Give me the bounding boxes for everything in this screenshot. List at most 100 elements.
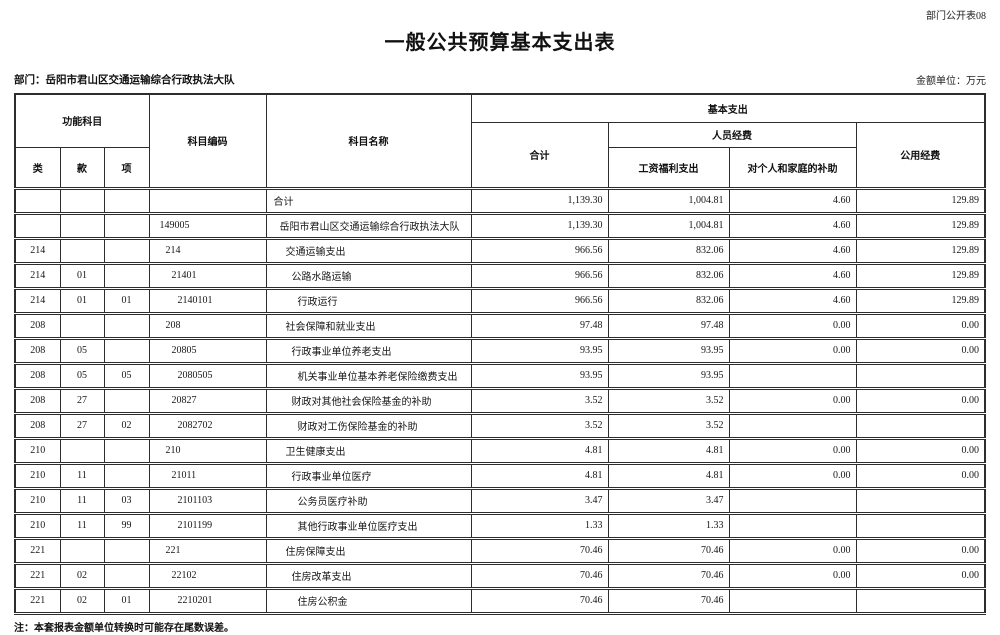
header-subject-code: 科目编码 xyxy=(148,93,267,190)
cell-wage-welfare: 4.81 xyxy=(607,437,730,465)
cell-wage-welfare: 832.06 xyxy=(607,262,730,290)
header-row-1: 功能科目 科目编码 科目名称 基本支出 xyxy=(14,93,986,190)
cell-class: 208 xyxy=(14,312,61,340)
cell-item: 05 xyxy=(103,362,150,390)
cell-family-subsidy: 4.60 xyxy=(728,212,857,240)
cell-wage-welfare: 3.52 xyxy=(607,412,730,440)
table-row: 208 05 05 2080505 机关事业单位基本养老保险缴费支出 93.95 93.95 xyxy=(14,362,986,390)
cell-section: 02 xyxy=(59,587,105,615)
cell-public-funds: 129.89 xyxy=(855,187,986,215)
cell-item: 01 xyxy=(103,587,150,615)
cell-total: 70.46 xyxy=(470,587,609,615)
cell-total: 966.56 xyxy=(470,237,609,265)
cell-total: 3.52 xyxy=(470,387,609,415)
cell-family-subsidy: 0.00 xyxy=(728,337,857,365)
cell-subject-code: 214 xyxy=(148,237,267,265)
cell-subject-code: 210 xyxy=(148,437,267,465)
cell-public-funds xyxy=(855,587,986,615)
cell-family-subsidy xyxy=(728,362,857,390)
doc-code-label: 部门公开表08 xyxy=(926,11,986,22)
cell-item: 99 xyxy=(103,512,150,540)
cell-wage-welfare: 4.81 xyxy=(607,462,730,490)
cell-public-funds: 129.89 xyxy=(855,287,986,315)
header-item: 项 xyxy=(103,146,150,190)
cell-public-funds: 0.00 xyxy=(855,562,986,590)
cell-wage-welfare: 3.47 xyxy=(607,487,730,515)
cell-family-subsidy: 4.60 xyxy=(728,237,857,265)
table-row: 221 02 01 2210201 住房公积金 70.46 70.46 xyxy=(14,587,986,615)
page-title: 一般公共预算基本支出表 xyxy=(384,32,616,54)
cell-public-funds: 0.00 xyxy=(855,337,986,365)
cell-subject-code: 2140101 xyxy=(148,287,267,315)
cell-subject-code: 21401 xyxy=(148,262,267,290)
cell-class: 210 xyxy=(14,512,61,540)
cell-family-subsidy xyxy=(728,487,857,515)
cell-wage-welfare: 1.33 xyxy=(607,512,730,540)
table-row: 208 27 20827 财政对其他社会保险基金的补助 3.52 3.52 0.00 0.00 xyxy=(14,387,986,415)
table-row: 214 01 21401 公路水路运输 966.56 832.06 4.60 129.89 xyxy=(14,262,986,290)
cell-item xyxy=(103,462,150,490)
table-row: 149005 岳阳市君山区交通运输综合行政执法大队 1,139.30 1,004.81… xyxy=(14,212,986,240)
cell-wage-welfare: 93.95 xyxy=(607,337,730,365)
cell-total: 1,139.30 xyxy=(470,212,609,240)
cell-subject-name: 其他行政事业单位医疗支出 xyxy=(265,512,472,540)
cell-section: 01 xyxy=(59,287,105,315)
cell-wage-welfare: 1,004.81 xyxy=(607,187,730,215)
cell-public-funds: 0.00 xyxy=(855,537,986,565)
cell-item xyxy=(103,187,150,215)
table-row: 210 11 21011 行政事业单位医疗 4.81 4.81 0.00 0.00 xyxy=(14,462,986,490)
table-row: 208 27 02 2082702 财政对工伤保险基金的补助 3.52 3.52 xyxy=(14,412,986,440)
cell-total: 93.95 xyxy=(470,337,609,365)
header-public-funds: 公用经费 xyxy=(855,121,986,190)
cell-subject-code: 21011 xyxy=(148,462,267,490)
header-section: 款 xyxy=(59,146,105,190)
cell-section xyxy=(59,237,105,265)
cell-item xyxy=(103,537,150,565)
cell-section xyxy=(59,187,105,215)
cell-item xyxy=(103,262,150,290)
cell-public-funds: 0.00 xyxy=(855,387,986,415)
cell-section xyxy=(59,537,105,565)
cell-section xyxy=(59,212,105,240)
cell-subject-code: 20805 xyxy=(148,337,267,365)
cell-subject-code: 2080505 xyxy=(148,362,267,390)
cell-subject-name: 财政对其他社会保险基金的补助 xyxy=(265,387,472,415)
header-row-3: 类 款 项 工资福利支出 对个人和家庭的补助 xyxy=(14,146,985,190)
cell-family-subsidy: 0.00 xyxy=(728,437,857,465)
cell-subject-code: 22102 xyxy=(148,562,267,590)
cell-subject-name: 社会保障和就业支出 xyxy=(265,312,472,340)
footnote: 注：本套报表金额单位转换时可能存在尾数误差。 xyxy=(14,622,234,634)
cell-subject-code xyxy=(148,187,267,215)
budget-table: 功能科目 科目编码 科目名称 基本支出 合计 人员经费 公用经费 类 款 项 工… xyxy=(14,93,987,615)
cell-class: 208 xyxy=(14,387,61,415)
cell-subject-name: 行政运行 xyxy=(265,287,472,315)
cell-total: 966.56 xyxy=(470,287,609,315)
cell-wage-welfare: 832.06 xyxy=(607,237,730,265)
cell-subject-name: 财政对工伤保险基金的补助 xyxy=(265,412,472,440)
cell-subject-name: 行政事业单位医疗 xyxy=(265,462,472,490)
cell-section xyxy=(59,437,105,465)
cell-total: 966.56 xyxy=(470,262,609,290)
cell-total: 4.81 xyxy=(470,462,609,490)
cell-class: 210 xyxy=(14,487,61,515)
header-family-subsidy: 对个人和家庭的补助 xyxy=(728,146,857,190)
cell-public-funds: 0.00 xyxy=(855,312,986,340)
cell-subject-code: 149005 xyxy=(148,212,267,240)
cell-family-subsidy: 0.00 xyxy=(728,537,857,565)
cell-family-subsidy: 0.00 xyxy=(728,462,857,490)
cell-family-subsidy xyxy=(728,512,857,540)
budget-table-body: 合计 1,139.30 1,004.81 4.60 129.89 149005 岳阳市君山区… xyxy=(14,187,986,615)
cell-subject-name: 岳阳市君山区交通运输综合行政执法大队 xyxy=(265,212,472,240)
cell-subject-code: 2082702 xyxy=(148,412,267,440)
header-class: 类 xyxy=(14,146,61,190)
cell-class: 210 xyxy=(14,437,61,465)
cell-total: 4.81 xyxy=(470,437,609,465)
cell-total: 93.95 xyxy=(470,362,609,390)
cell-class: 221 xyxy=(14,537,61,565)
cell-section: 11 xyxy=(59,487,105,515)
header-subject-name: 科目名称 xyxy=(265,93,472,190)
cell-subject-name: 合计 xyxy=(265,187,472,215)
cell-section: 27 xyxy=(59,387,105,415)
cell-public-funds: 0.00 xyxy=(855,437,986,465)
cell-wage-welfare: 1,004.81 xyxy=(607,212,730,240)
